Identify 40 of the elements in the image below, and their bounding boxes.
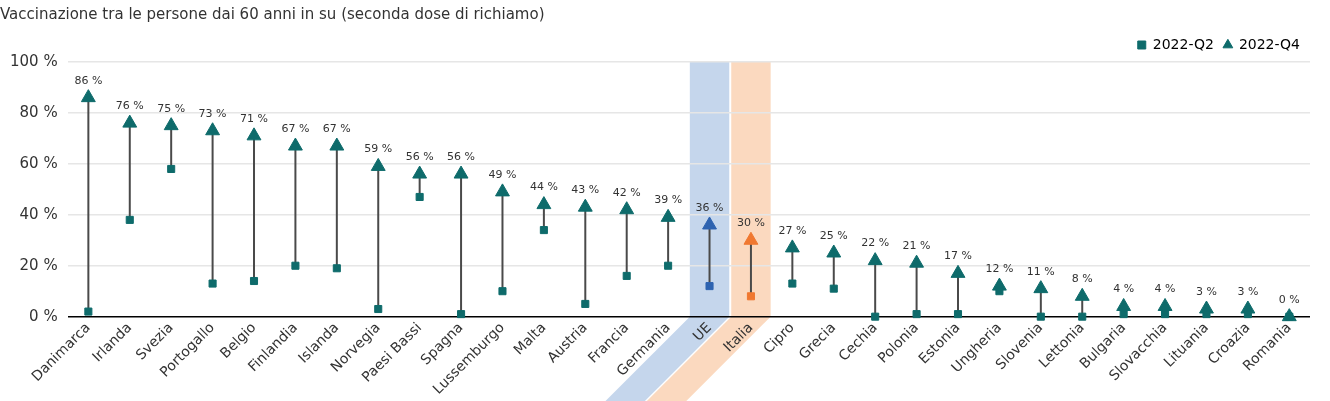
data-label: 73 % (198, 106, 227, 120)
data-label: 17 % (944, 249, 972, 263)
data-label: 44 % (529, 180, 558, 194)
data-label: 0 % (1278, 292, 1300, 306)
data-label: 86 % (74, 73, 103, 87)
data-label: 76 % (115, 98, 144, 112)
x-tick-label: UE (689, 318, 715, 344)
data-label: 75 % (157, 101, 186, 115)
y-tick-label: 20 % (19, 255, 58, 274)
y-tick-label: 40 % (19, 204, 58, 223)
y-tick-label: 100 % (10, 51, 58, 70)
y-tick-label: 0 % (29, 306, 58, 325)
data-label: 36 % (695, 200, 724, 214)
legend-label: 2022-Q2 (1152, 35, 1214, 52)
chart-title: Vaccinazione tra le persone dai 60 anni in su (seconda dose di richiamo) (0, 4, 545, 23)
data-label: 3 % (1195, 284, 1217, 298)
data-label: 12 % (985, 261, 1014, 275)
data-label: 8 % (1071, 272, 1093, 286)
y-tick-label: 60 % (19, 153, 58, 172)
data-label: 22 % (861, 236, 890, 250)
data-label: 67 % (322, 121, 351, 135)
data-label: 39 % (654, 193, 683, 207)
y-tick-label: 80 % (19, 102, 58, 121)
data-label: 4 % (1113, 282, 1135, 296)
data-label: 30 % (736, 216, 765, 230)
data-label: 11 % (1026, 264, 1055, 278)
data-label: 42 % (612, 185, 641, 199)
data-label: 67 % (281, 121, 310, 135)
data-label: 71 % (240, 111, 268, 125)
data-label: 49 % (488, 167, 517, 181)
data-label: 3 % (1237, 284, 1259, 298)
data-label: 43 % (571, 183, 600, 197)
data-label: 21 % (902, 239, 931, 253)
data-label: 4 % (1154, 282, 1176, 296)
data-label: 27 % (778, 223, 807, 237)
data-label: 56 % (447, 149, 476, 163)
data-label: 56 % (405, 149, 434, 163)
legend-label: 2022-Q4 (1238, 35, 1301, 52)
data-label: 59 % (364, 142, 393, 156)
data-label: 25 % (819, 228, 848, 242)
